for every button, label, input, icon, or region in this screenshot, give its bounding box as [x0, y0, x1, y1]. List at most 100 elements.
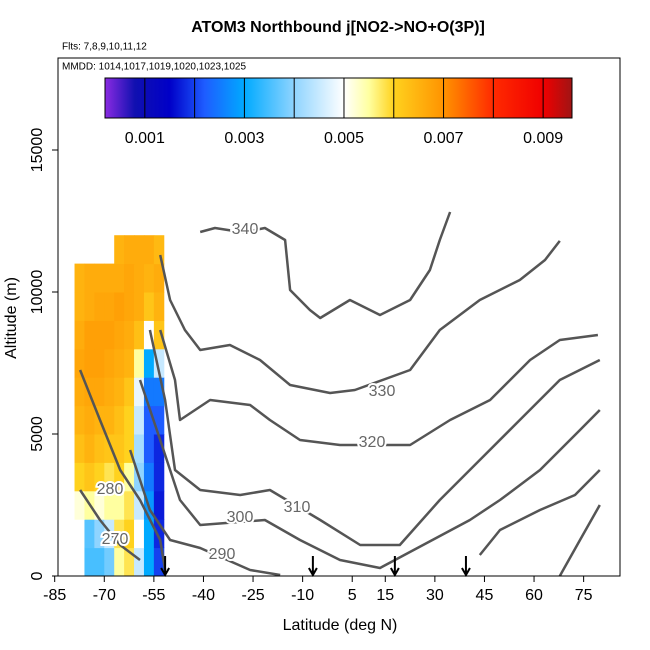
heatmap-cell — [124, 235, 135, 265]
heatmap-cell — [74, 348, 85, 378]
x-tick-label: 60 — [525, 587, 543, 604]
heatmap-cell — [143, 547, 155, 577]
heatmap-cell — [104, 263, 115, 293]
heatmap-cell — [84, 292, 95, 321]
heatmap-cell — [84, 462, 95, 492]
flight-marker — [390, 556, 400, 578]
x-tick-label: -70 — [93, 587, 116, 604]
heatmap-cell — [74, 377, 85, 407]
colorbar — [104, 77, 573, 119]
heatmap-cell — [114, 519, 125, 549]
x-tick-label: -40 — [192, 587, 215, 604]
heatmap-cell — [134, 263, 145, 293]
y-tick-label: 15000 — [29, 128, 46, 173]
x-tick-label: 45 — [476, 587, 494, 604]
colorbar-tick-label: 0.003 — [224, 130, 264, 147]
x-tick-label: -85 — [43, 587, 66, 604]
heatmap-cell — [153, 235, 165, 265]
heatmap-cell — [143, 320, 155, 350]
heatmap-cell — [124, 377, 135, 407]
heatmap-cell — [143, 263, 155, 293]
heatmap-cell — [124, 320, 135, 350]
heatmap-cell — [134, 320, 145, 350]
x-tick-label: 15 — [376, 587, 394, 604]
heatmap-cell — [74, 405, 85, 435]
heatmap-cell — [134, 490, 145, 520]
heatmap-cell — [114, 263, 125, 293]
heatmap-cell — [104, 490, 115, 520]
heatmap-cell — [74, 490, 85, 520]
heatmap-cell — [124, 519, 135, 549]
heatmap-cell — [134, 547, 145, 577]
heatmap-cell — [94, 519, 105, 549]
heatmap-cell — [153, 377, 165, 407]
colorbar-tick-label: 0.005 — [324, 130, 364, 147]
heatmap-cell — [114, 348, 125, 378]
plot-frame — [57, 57, 621, 577]
heatmap-cell — [94, 547, 105, 577]
contour-label: 300 — [227, 509, 254, 526]
contour-line — [158, 240, 561, 395]
heatmap-cell — [104, 348, 115, 378]
heatmap-cell — [84, 519, 95, 549]
heatmap — [74, 235, 165, 577]
heatmap-cell — [94, 263, 105, 293]
heatmap-cell — [84, 434, 95, 463]
heatmap-cell — [114, 434, 125, 463]
heatmap-cell — [94, 377, 105, 407]
subtitle-dates: MMDD: 1014,1017,1019,1020,1023,1025 — [62, 62, 246, 73]
heatmap-cell — [124, 348, 135, 378]
heatmap-cell — [84, 405, 95, 435]
contour-label: 320 — [359, 434, 386, 451]
heatmap-cell — [124, 405, 135, 435]
x-tick-label: -55 — [142, 587, 165, 604]
colorbar-tick-label: 0.007 — [424, 130, 464, 147]
heatmap-cell — [104, 462, 115, 492]
heatmap-cell — [74, 462, 85, 492]
heatmap-cell — [143, 292, 155, 321]
heatmap-cell — [84, 547, 95, 577]
contour-label: 310 — [284, 499, 311, 516]
heatmap-cell — [84, 348, 95, 378]
heatmap-cell — [104, 320, 115, 350]
x-tick-label: 75 — [575, 587, 593, 604]
heatmap-cell — [143, 405, 155, 435]
heatmap-cell — [124, 434, 135, 463]
heatmap-cell — [124, 263, 135, 293]
heatmap-cell — [104, 405, 115, 435]
heatmap-cell — [143, 377, 155, 407]
y-tick-label: 10000 — [29, 270, 46, 315]
flight-marker — [160, 556, 170, 578]
heatmap-cell — [153, 519, 165, 549]
flight-marker — [308, 556, 318, 578]
heatmap-cell — [114, 292, 125, 321]
heatmap-cell — [124, 490, 135, 520]
heatmap-cell — [114, 320, 125, 350]
x-tick-label: 30 — [426, 587, 444, 604]
heatmap-cell — [104, 547, 115, 577]
heatmap-cell — [134, 519, 145, 549]
y-tick-label: 5000 — [29, 416, 46, 452]
heatmap-cell — [153, 462, 165, 492]
x-axis-label: Latitude (deg N) — [283, 617, 398, 634]
colorbar-tick-label: 0.001 — [125, 130, 165, 147]
contour-label: 290 — [209, 546, 236, 563]
x-tick-label: -25 — [241, 587, 264, 604]
contour-line — [78, 369, 167, 571]
y-tick-label: 0 — [29, 571, 46, 580]
chart-title: ATOM3 Northbound j[NO2->NO+O(3P)] — [191, 19, 485, 36]
heatmap-cell — [114, 490, 125, 520]
heatmap-cell — [104, 434, 115, 463]
heatmap-cell — [134, 292, 145, 321]
heatmap-cell — [153, 292, 165, 321]
heatmap-cell — [74, 320, 85, 350]
contour-line — [148, 329, 601, 547]
heatmap-cell — [114, 377, 125, 407]
heatmap-cell — [134, 434, 145, 463]
heatmap-cell — [104, 292, 115, 321]
heatmap-cell — [153, 263, 165, 293]
heatmap-cell — [153, 490, 165, 520]
heatmap-cell — [114, 405, 125, 435]
contour-label: 330 — [369, 383, 396, 400]
